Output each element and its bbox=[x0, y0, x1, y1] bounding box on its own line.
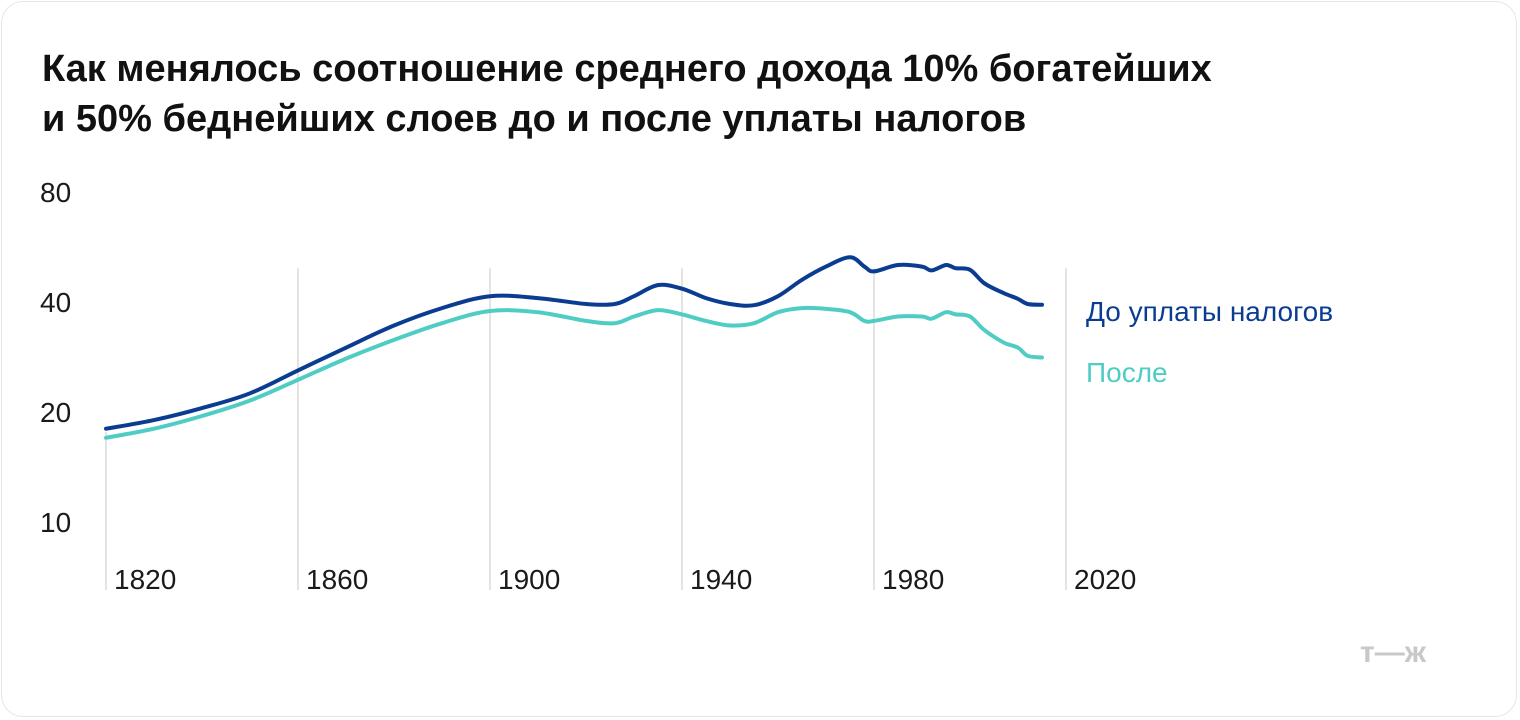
chart-title: Как менялось соотношение среднего дохода… bbox=[42, 44, 1442, 144]
x-tick-label: 2020 bbox=[1074, 564, 1136, 595]
y-tick-labels: 10 20 40 80 bbox=[40, 177, 71, 538]
x-tick-label: 1860 bbox=[306, 564, 368, 595]
series-label-before: До уплаты налогов bbox=[1086, 296, 1333, 327]
brand-logo: т—ж bbox=[1360, 638, 1427, 668]
y-tick-label: 10 bbox=[40, 507, 71, 538]
title-line-2: и 50% беднейших слоев до и после уплаты … bbox=[42, 98, 1027, 140]
series-line-before bbox=[104, 255, 1044, 431]
brand-logo-text: т—ж bbox=[1360, 638, 1427, 668]
x-tick-label: 1940 bbox=[690, 564, 752, 595]
x-tick-labels: 1820 1860 1900 1940 1980 2020 bbox=[114, 564, 1136, 595]
x-gridlines bbox=[105, 268, 1067, 590]
y-tick-label: 80 bbox=[40, 177, 71, 208]
title-line-1: Как менялось соотношение среднего дохода… bbox=[42, 48, 1212, 90]
series-line-after bbox=[104, 305, 1044, 440]
y-tick-label: 20 bbox=[40, 397, 71, 428]
series-label-after: После bbox=[1086, 357, 1168, 388]
x-tick-label: 1900 bbox=[498, 564, 560, 595]
x-tick-label: 1820 bbox=[114, 564, 176, 595]
x-tick-label: 1980 bbox=[882, 564, 944, 595]
y-tick-label: 40 bbox=[40, 287, 71, 318]
